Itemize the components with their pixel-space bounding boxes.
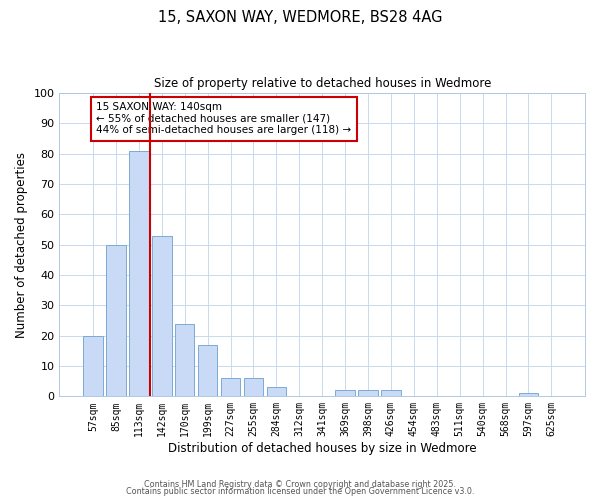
Y-axis label: Number of detached properties: Number of detached properties — [15, 152, 28, 338]
Bar — [152, 236, 172, 396]
Bar — [221, 378, 240, 396]
Bar — [335, 390, 355, 396]
Bar — [381, 390, 401, 396]
Bar — [83, 336, 103, 396]
Text: Contains public sector information licensed under the Open Government Licence v3: Contains public sector information licen… — [126, 487, 474, 496]
Bar — [175, 324, 194, 396]
Bar — [198, 345, 217, 397]
Text: 15, SAXON WAY, WEDMORE, BS28 4AG: 15, SAXON WAY, WEDMORE, BS28 4AG — [158, 10, 442, 25]
Bar — [244, 378, 263, 396]
Bar — [266, 387, 286, 396]
Text: 15 SAXON WAY: 140sqm
← 55% of detached houses are smaller (147)
44% of semi-deta: 15 SAXON WAY: 140sqm ← 55% of detached h… — [97, 102, 352, 136]
Text: Contains HM Land Registry data © Crown copyright and database right 2025.: Contains HM Land Registry data © Crown c… — [144, 480, 456, 489]
Title: Size of property relative to detached houses in Wedmore: Size of property relative to detached ho… — [154, 78, 491, 90]
X-axis label: Distribution of detached houses by size in Wedmore: Distribution of detached houses by size … — [168, 442, 476, 455]
Bar — [106, 244, 126, 396]
Bar — [129, 150, 149, 396]
Bar — [358, 390, 378, 396]
Bar — [519, 394, 538, 396]
